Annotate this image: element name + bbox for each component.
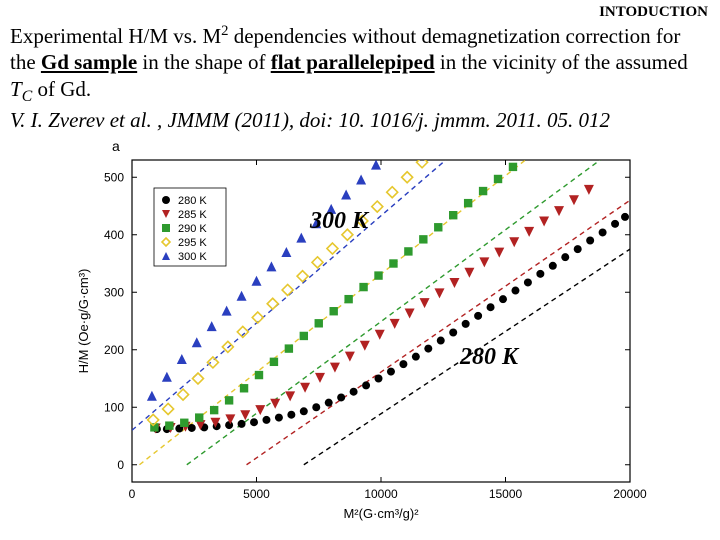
svg-text:5000: 5000 bbox=[243, 487, 270, 501]
panel-letter: a bbox=[112, 138, 120, 154]
p-u2: flat parallelepiped bbox=[271, 50, 435, 74]
svg-text:H/M (Oe·g/G·cm³): H/M (Oe·g/G·cm³) bbox=[76, 269, 91, 374]
svg-text:300: 300 bbox=[104, 285, 124, 299]
chart-container: a 300 K 280 K 0 5000 10000 15000 20000 0 100 20… bbox=[60, 138, 660, 538]
svg-text:M²(G·cm³/g)²: M²(G·cm³/g)² bbox=[343, 506, 419, 521]
svg-text:400: 400 bbox=[104, 228, 124, 242]
p-pre: Experimental H/M vs. M bbox=[10, 24, 221, 48]
p-tc-t: T bbox=[10, 77, 22, 101]
svg-text:0: 0 bbox=[117, 458, 124, 472]
svg-text:295 K: 295 K bbox=[178, 237, 207, 249]
svg-text:200: 200 bbox=[104, 343, 124, 357]
svg-text:10000: 10000 bbox=[364, 487, 398, 501]
annotation-280k: 280 K bbox=[460, 344, 518, 371]
intro-paragraph: Experimental H/M vs. M2 dependencies wit… bbox=[10, 22, 710, 106]
svg-text:100: 100 bbox=[104, 400, 124, 414]
citation-text: V. I. Zverev et al. , JMMM (2011), doi: … bbox=[10, 108, 710, 133]
svg-text:285 K: 285 K bbox=[178, 209, 207, 221]
p-mid2: in the shape of bbox=[137, 50, 271, 74]
svg-text:15000: 15000 bbox=[489, 487, 523, 501]
svg-text:20000: 20000 bbox=[613, 487, 647, 501]
svg-text:0: 0 bbox=[129, 487, 136, 501]
scatter-chart: 0 5000 10000 15000 20000 0 100 200 300 400 500 M²(G… bbox=[60, 138, 660, 538]
header-label: INTODUCTION bbox=[599, 4, 708, 21]
svg-text:290 K: 290 K bbox=[178, 223, 207, 235]
p-tc-c: C bbox=[22, 88, 33, 105]
svg-text:280 K: 280 K bbox=[178, 195, 207, 207]
svg-text:500: 500 bbox=[104, 170, 124, 184]
p-end: of Gd. bbox=[32, 77, 91, 101]
p-u1: Gd sample bbox=[41, 50, 137, 74]
annotation-300k: 300 K bbox=[310, 208, 368, 235]
p-mid3: in the vicinity of the assumed bbox=[435, 50, 688, 74]
svg-text:300 K: 300 K bbox=[178, 251, 207, 263]
